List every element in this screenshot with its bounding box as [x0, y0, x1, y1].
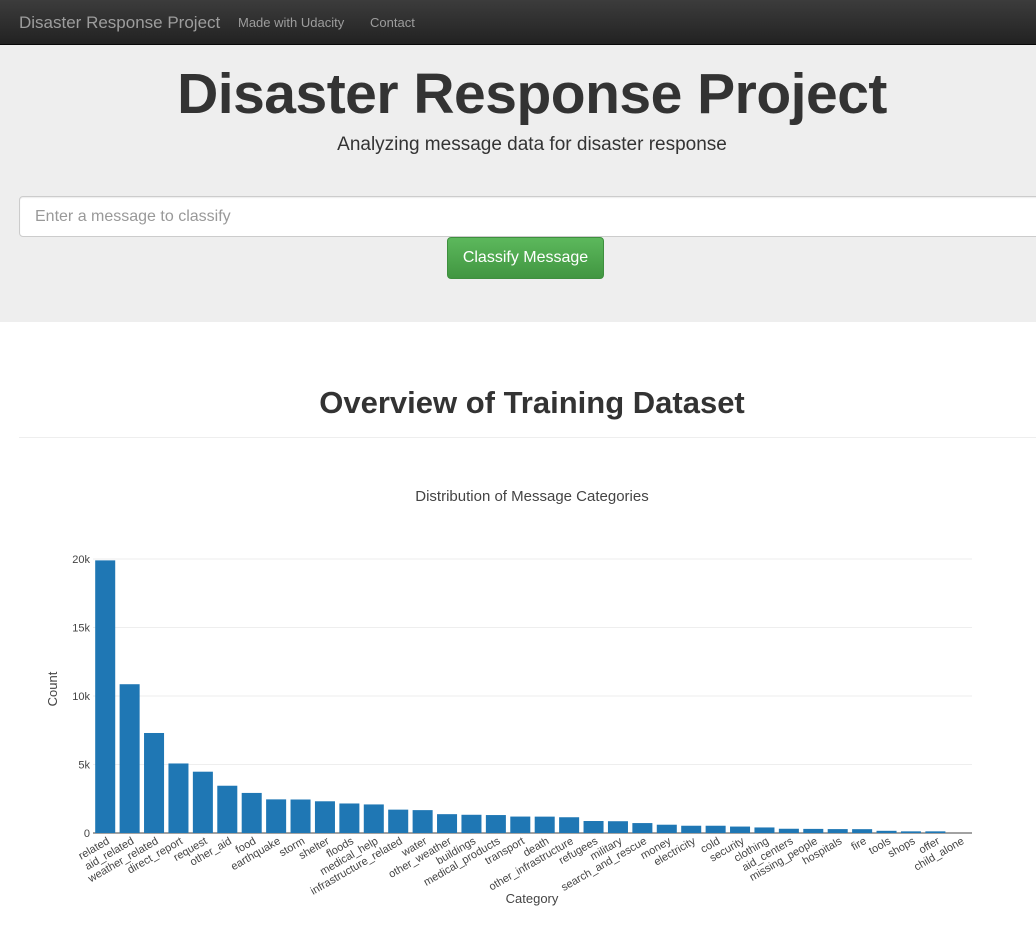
y-axis-ticks: 0 5k 10k 15k 20k: [72, 554, 90, 840]
nav-link-made-with-udacity[interactable]: Made with Udacity: [238, 15, 345, 30]
y-tick-label: 10k: [72, 691, 90, 703]
nav-link-contact[interactable]: Contact: [370, 15, 415, 30]
bar-medical-products: [485, 815, 506, 833]
bar-offer: [925, 831, 946, 833]
bar-clothing: [754, 827, 775, 833]
bar-request: [192, 771, 213, 833]
bar-tools: [876, 830, 897, 833]
bar-aid-related: [119, 684, 140, 833]
bar-earthquake: [266, 799, 287, 833]
hero-jumbotron: Disaster Response Project Analyzing mess…: [0, 45, 1036, 322]
x-tick-label: fire: [849, 835, 868, 853]
bar-other-aid: [217, 785, 238, 833]
chart-gridlines: [93, 558, 972, 834]
x-tick-label: child_alone: [912, 835, 966, 873]
bar-refugees: [583, 821, 604, 833]
bar-electricity: [681, 825, 702, 833]
navbar: Disaster Response Project Made with Udac…: [0, 0, 1036, 45]
bar-money: [656, 824, 677, 833]
bar-transport: [510, 816, 531, 833]
bar-food: [241, 792, 262, 833]
bar-aid-centers: [778, 828, 799, 833]
y-tick-label: 20k: [72, 554, 90, 566]
page-subtitle: Analyzing message data for disaster resp…: [337, 134, 727, 155]
bar-weather-related: [144, 732, 165, 833]
chart-bars: [95, 560, 946, 833]
bar-missing-people: [803, 828, 824, 833]
bar-shops: [900, 831, 921, 833]
bar-other-infrastructure: [559, 817, 580, 833]
x-axis-ticks: relatedaid_relatedweather_relateddirect_…: [77, 835, 967, 898]
bar-search-and-rescue: [632, 823, 653, 833]
x-axis-label: Category: [506, 891, 559, 906]
navbar-brand[interactable]: Disaster Response Project: [19, 13, 221, 32]
bar-fire: [852, 829, 873, 833]
bar-cold: [705, 825, 726, 833]
y-tick-label: 5k: [78, 760, 90, 772]
bar-buildings: [461, 814, 482, 833]
y-tick-label: 15k: [72, 623, 90, 635]
bar-other-weather: [437, 814, 458, 833]
message-input[interactable]: [19, 196, 1036, 237]
bar-shelter: [314, 801, 335, 833]
chart-title: Distribution of Message Categories: [415, 488, 648, 505]
page-title: Disaster Response Project: [177, 62, 887, 126]
x-tick-label: shops: [886, 835, 918, 860]
bar-storm: [290, 799, 311, 833]
bar-death: [534, 816, 555, 833]
bar-direct-report: [168, 763, 189, 833]
bar-infrastructure-related: [388, 809, 409, 833]
bar-related: [95, 560, 116, 833]
bar-water: [412, 810, 433, 833]
x-tick-label: earthquake: [229, 835, 283, 873]
bar-military: [607, 821, 628, 833]
section-divider: [19, 437, 1036, 438]
bar-hospitals: [827, 829, 848, 833]
bar-floods: [339, 803, 360, 833]
bar-medical-help: [363, 804, 384, 833]
category-distribution-chart: Distribution of Message Categories 0 5k 10…: [45, 488, 972, 906]
bar-security: [730, 826, 751, 833]
classify-message-button[interactable]: Classify Message: [447, 237, 604, 279]
y-axis-label: Count: [45, 671, 60, 706]
overview-title: Overview of Training Dataset: [319, 385, 745, 420]
y-tick-label: 0: [84, 828, 90, 840]
